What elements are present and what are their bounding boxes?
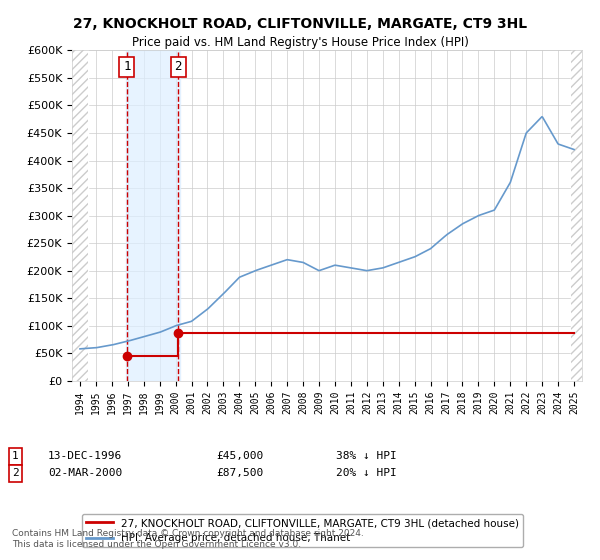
Text: £45,000: £45,000: [216, 451, 263, 461]
Text: 13-DEC-1996: 13-DEC-1996: [48, 451, 122, 461]
Text: 20% ↓ HPI: 20% ↓ HPI: [336, 468, 397, 478]
Legend: 27, KNOCKHOLT ROAD, CLIFTONVILLE, MARGATE, CT9 3HL (detached house), HPI: Averag: 27, KNOCKHOLT ROAD, CLIFTONVILLE, MARGAT…: [82, 514, 523, 547]
Text: Contains HM Land Registry data © Crown copyright and database right 2024.
This d: Contains HM Land Registry data © Crown c…: [12, 529, 364, 549]
Bar: [126, 50, 179, 381]
Text: 1: 1: [123, 60, 131, 73]
Bar: [72, 50, 88, 381]
Text: 38% ↓ HPI: 38% ↓ HPI: [336, 451, 397, 461]
Text: Price paid vs. HM Land Registry's House Price Index (HPI): Price paid vs. HM Land Registry's House …: [131, 36, 469, 49]
Text: 1: 1: [12, 451, 19, 461]
Text: 02-MAR-2000: 02-MAR-2000: [48, 468, 122, 478]
Bar: [72, 50, 88, 381]
Bar: [571, 50, 582, 381]
Bar: [571, 50, 582, 381]
Text: £87,500: £87,500: [216, 468, 263, 478]
Text: 2: 2: [12, 468, 19, 478]
Text: 27, KNOCKHOLT ROAD, CLIFTONVILLE, MARGATE, CT9 3HL: 27, KNOCKHOLT ROAD, CLIFTONVILLE, MARGAT…: [73, 17, 527, 31]
Text: 2: 2: [175, 60, 182, 73]
